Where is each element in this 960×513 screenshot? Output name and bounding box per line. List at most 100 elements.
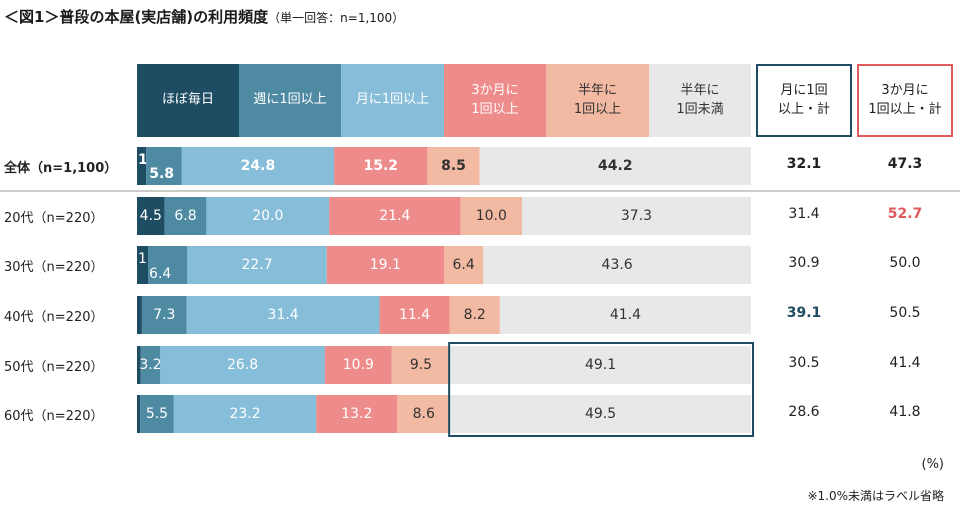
highlight-frame <box>448 342 754 437</box>
segment-quarterly <box>326 246 444 284</box>
row-label: 50代（n=220） <box>4 360 104 375</box>
segment-quarterly <box>334 147 428 185</box>
data-label: 8.5 <box>441 158 466 174</box>
summary-monthly-value: 28.6 <box>788 404 820 420</box>
data-label: 20.0 <box>252 208 283 224</box>
summary-header-monthly: 月に1回 以上・計 <box>756 64 852 137</box>
segment-lesshalf <box>450 395 751 433</box>
summary-monthly-value: 39.1 <box>786 305 822 321</box>
data-label: 44.2 <box>598 158 633 174</box>
data-label: 31.4 <box>268 307 299 323</box>
data-label: 49.1 <box>585 357 616 373</box>
data-label: 3.2 <box>139 357 161 373</box>
segment-monthly <box>181 147 335 185</box>
summary-quarterly-value: 41.8 <box>889 404 921 420</box>
data-label: 10.9 <box>343 357 374 373</box>
data-label: 13.2 <box>341 406 372 422</box>
segment-lesshalf <box>479 147 751 185</box>
data-label: 43.6 <box>602 257 633 273</box>
summary-quarterly-value: 50.0 <box>889 255 921 271</box>
segment-daily <box>137 296 142 334</box>
segment-weekly <box>146 147 182 185</box>
row-label: 全体（n=1,100） <box>4 161 118 176</box>
data-label: 7.3 <box>153 307 175 323</box>
segment-lesshalf <box>483 246 751 284</box>
segment-halfyear <box>449 296 500 334</box>
segment-monthly <box>160 346 325 384</box>
segment-weekly <box>164 197 207 235</box>
data-label: 26.8 <box>227 357 258 373</box>
segment-halfyear <box>391 346 451 384</box>
data-label: 5.5 <box>146 406 168 422</box>
data-label: 49.5 <box>585 406 616 422</box>
data-label: 6.4 <box>149 266 171 282</box>
data-label: 11.4 <box>399 307 430 323</box>
legend-weekly: 週に1回以上 <box>239 64 341 137</box>
summary-monthly-value: 30.5 <box>788 355 820 371</box>
segment-monthly <box>187 246 327 284</box>
segment-daily <box>137 346 141 384</box>
data-label: 41.4 <box>610 307 641 323</box>
segment-quarterly <box>329 197 461 235</box>
segment-quarterly <box>316 395 398 433</box>
subtitle-text: （単一回答：n=1,100） <box>268 11 405 25</box>
data-label: 8.6 <box>413 406 435 422</box>
unit-note: (%) <box>921 457 945 472</box>
summary-quarterly-value: 50.5 <box>889 305 921 321</box>
segment-weekly <box>141 296 187 334</box>
segment-quarterly <box>379 296 450 334</box>
legend-monthly: 月に1回以上 <box>341 64 444 137</box>
legend-halfyear: 半年に 1回以上 <box>546 64 649 137</box>
segment-halfyear <box>397 395 451 433</box>
segment-quarterly <box>324 346 392 384</box>
segment-lesshalf <box>450 346 751 384</box>
data-label: 9.5 <box>410 357 432 373</box>
legend-quarterly: 3か月に 1回以上 <box>444 64 546 137</box>
data-label: 37.3 <box>621 208 652 224</box>
segment-weekly <box>148 246 188 284</box>
row-label: 20代（n=220） <box>4 211 104 226</box>
data-label: 4.5 <box>140 208 162 224</box>
data-label: 6.8 <box>174 208 196 224</box>
data-label: 21.4 <box>379 208 410 224</box>
summary-quarterly-value: 52.7 <box>887 206 923 222</box>
summary-header-quarterly: 3か月に 1回以上・計 <box>857 64 953 137</box>
data-label: 6.4 <box>453 257 475 273</box>
data-label: 22.7 <box>241 257 272 273</box>
segment-daily <box>137 197 165 235</box>
data-label: 10.0 <box>476 208 507 224</box>
segment-monthly <box>186 296 380 334</box>
data-label: 8.2 <box>464 307 486 323</box>
data-label: 5.8 <box>149 166 174 182</box>
summary-monthly-value: 30.9 <box>788 255 820 271</box>
legend-lesshalf: 半年に 1回未満 <box>649 64 751 137</box>
data-label: 24.8 <box>241 158 276 174</box>
segment-daily <box>137 246 149 284</box>
row-label: 30代（n=220） <box>4 260 104 275</box>
segment-monthly <box>173 395 317 433</box>
segment-halfyear <box>427 147 480 185</box>
summary-monthly-value: 31.4 <box>788 206 820 222</box>
title-text: ＜図1＞普段の本屋(実店舗)の利用頻度 <box>4 8 269 26</box>
legend-daily: ほぼ毎日 <box>137 64 239 137</box>
segment-halfyear <box>460 197 522 235</box>
summary-monthly-value: 32.1 <box>786 156 822 172</box>
row-label: 40代（n=220） <box>4 310 104 325</box>
segment-daily <box>137 395 141 433</box>
segment-monthly <box>206 197 330 235</box>
segment-lesshalf <box>521 197 751 235</box>
data-label: 15.2 <box>363 158 398 174</box>
segment-lesshalf <box>499 296 751 334</box>
data-label: 19.1 <box>370 257 401 273</box>
summary-quarterly-value: 41.4 <box>889 355 921 371</box>
data-label: 23.2 <box>229 406 260 422</box>
segment-halfyear <box>444 246 484 284</box>
row-label: 60代（n=220） <box>4 409 104 424</box>
segment-weekly <box>140 346 161 384</box>
summary-quarterly-value: 47.3 <box>887 156 923 172</box>
segment-daily <box>137 147 147 185</box>
segment-weekly <box>140 395 174 433</box>
footnote: ※1.0%未満はラベル省略 <box>807 489 944 503</box>
chart-title: ＜図1＞普段の本屋(実店舗)の利用頻度（単一回答：n=1,100） <box>4 6 404 27</box>
